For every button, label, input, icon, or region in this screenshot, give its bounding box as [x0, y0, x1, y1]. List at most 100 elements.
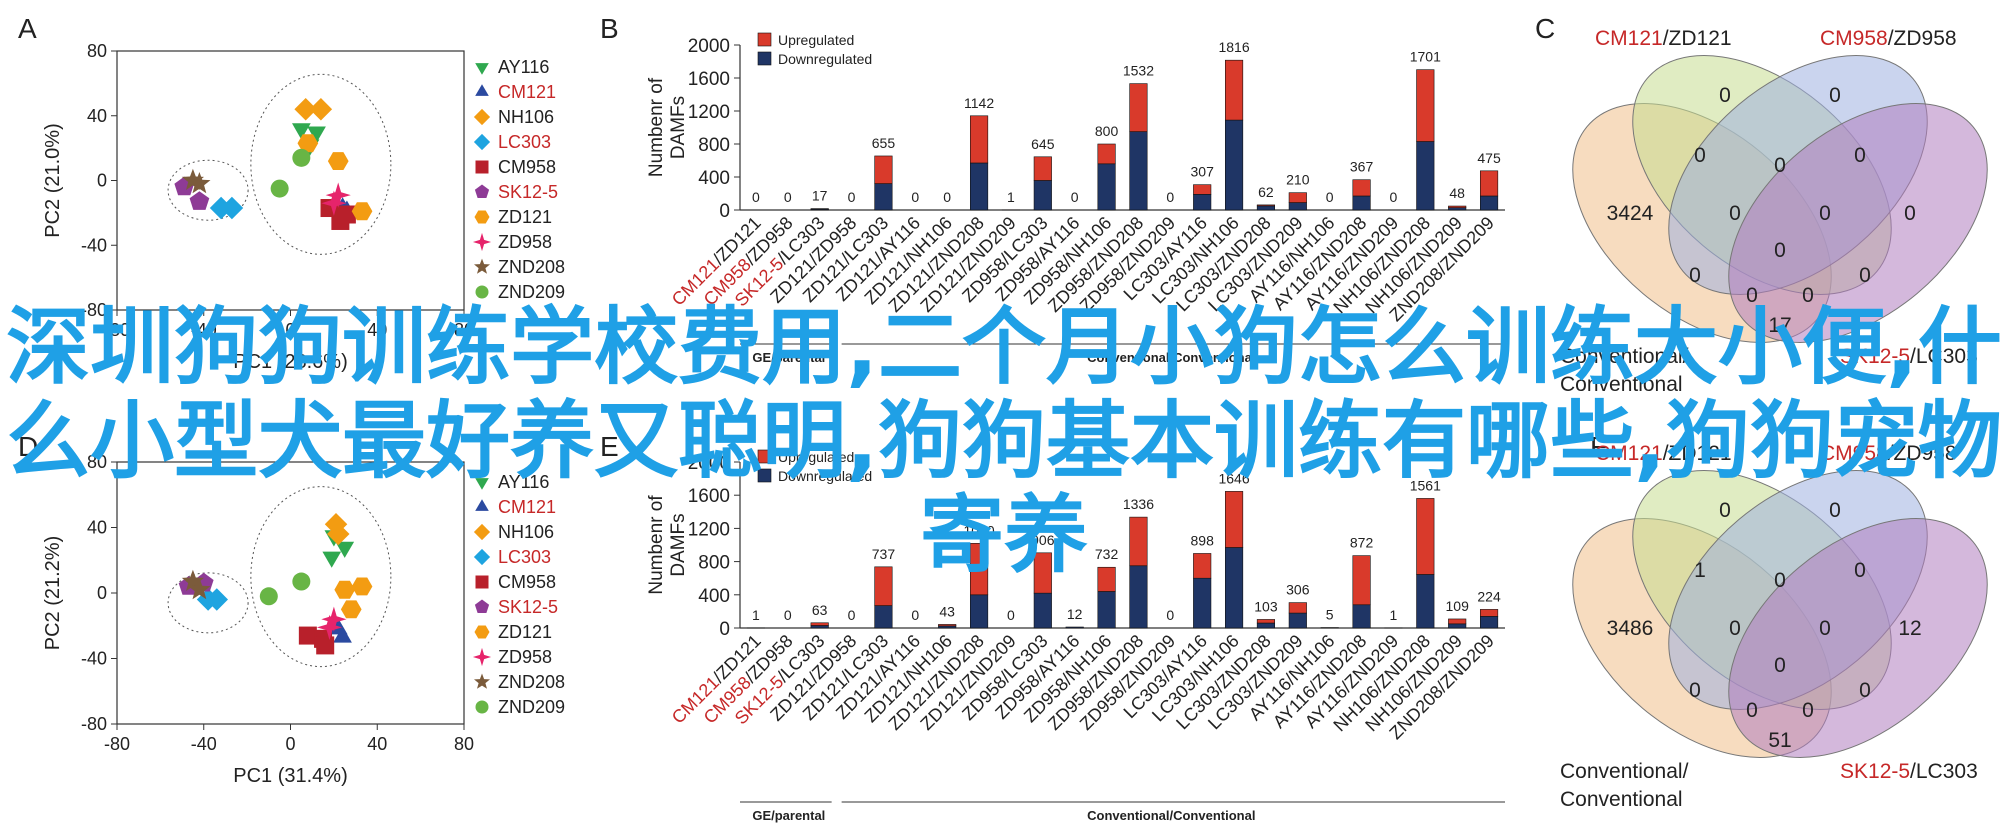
y-tick-label: 1200: [688, 102, 730, 123]
cluster-ellipse: [250, 486, 392, 668]
bar-total-label: 0: [943, 189, 951, 205]
bar-upregulated: [1416, 69, 1435, 142]
point-lc303: [205, 588, 228, 611]
x-tick-label: -80: [104, 320, 130, 340]
venn-count: 0: [1694, 144, 1706, 167]
bar-total-label: 0: [1007, 607, 1015, 623]
legend-marker-cm958: [475, 575, 489, 589]
bar-downregulated: [1193, 194, 1212, 211]
legend-marker-zd958: [472, 232, 492, 252]
legend-swatch-upregulated: [757, 32, 772, 47]
bar-upregulated: [1416, 498, 1435, 575]
point-ay116: [307, 126, 326, 143]
bar-total-label: 1: [752, 607, 760, 623]
bar-total-label: 475: [1477, 150, 1501, 166]
point-zd121: [327, 152, 349, 170]
y-axis-label: Numbenr of: [646, 77, 667, 177]
bar-upregulated: [1448, 618, 1467, 625]
legend-label-sk12-5: SK12-5: [498, 182, 558, 202]
venn-set-label: Conventional/: [1560, 760, 1689, 783]
y-tick-label: 1600: [688, 486, 730, 507]
bar-upregulated: [969, 543, 989, 596]
venn-set-label: Conventional/: [1560, 345, 1689, 368]
panel-letter-a: A: [18, 13, 37, 44]
bar-upregulated: [1479, 609, 1499, 617]
venn-label-part: /LC303: [1910, 345, 1978, 368]
venn-label-part: SK12-5: [1840, 760, 1910, 783]
bar-total-label: 800: [1095, 123, 1119, 139]
bar-downregulated: [1129, 131, 1148, 211]
bar-downregulated: [874, 183, 893, 211]
bar-downregulated: [1479, 195, 1499, 211]
bar-total-label: 367: [1350, 159, 1374, 175]
venn-set-ellipse: [1728, 103, 1988, 343]
bar-upregulated: [969, 115, 989, 164]
bar-total-label: 43: [939, 603, 955, 619]
legend-swatch-downregulated: [757, 468, 772, 483]
bar-total-label: 210: [1286, 172, 1310, 188]
point-znd209: [292, 572, 311, 591]
legend-marker-znd209: [475, 285, 489, 299]
bar-upregulated: [1033, 156, 1052, 181]
legend-label-zd121: ZD121: [498, 622, 552, 642]
venn-count: 0: [1802, 699, 1814, 722]
y-axis-label-2: DAMFs: [668, 513, 689, 576]
bar-total-label: 1646: [1218, 470, 1249, 486]
y-tick-label: 800: [698, 553, 730, 574]
x-axis-label: PC1 (28.6%): [233, 351, 348, 373]
bar-upregulated: [1288, 192, 1307, 203]
venn-count: 0: [1854, 144, 1866, 167]
y-tick-label: 0: [719, 619, 730, 640]
legend-label-upregulated: Upregulated: [778, 32, 854, 48]
bar-total-label: 12: [1067, 606, 1083, 622]
cluster-ellipse: [167, 572, 249, 634]
bar-downregulated: [969, 594, 989, 629]
y-axis-label: PC2 (21.0%): [42, 123, 64, 238]
legend-marker-zd121: [474, 625, 490, 639]
point-nh106: [294, 98, 317, 121]
point-nh106: [327, 522, 350, 546]
legend-marker-nh106: [473, 108, 491, 126]
venn-count: 0: [1854, 559, 1866, 582]
panel-letter-c: C: [1535, 13, 1555, 44]
venn-count: 0: [1774, 569, 1786, 592]
bar-downregulated: [874, 605, 893, 629]
bar-downregulated: [1416, 574, 1435, 629]
point-znd209: [259, 587, 278, 606]
y-tick-label: 80: [87, 41, 107, 61]
group-label-ge-parental: GE/parental: [752, 808, 825, 823]
bar-upregulated: [1352, 179, 1371, 197]
bar-upregulated: [1097, 143, 1116, 165]
legend-label-cm958: CM958: [498, 572, 556, 592]
y-tick-label: 800: [698, 135, 730, 156]
bar-upregulated: [1256, 619, 1276, 624]
venn-count: 0: [1859, 264, 1871, 287]
x-tick-label: -40: [191, 734, 217, 754]
pca-panel-a: A -80 -40 0 40 80 -80 -40 0 40 80 PC1 (28.6%) PC2 (2…: [18, 13, 565, 373]
bar-total-label: 1701: [1410, 49, 1441, 65]
point-lc303: [220, 196, 244, 220]
point-znd208: [188, 578, 211, 600]
legend-label-znd208: ZND208: [498, 257, 565, 277]
bar-downregulated: [1097, 163, 1116, 211]
bar-upregulated: [810, 622, 829, 626]
bar-downregulated: [1224, 119, 1244, 211]
venn-label-part: CM121: [1595, 442, 1663, 465]
x-tick-label: 0: [285, 734, 295, 754]
bar-total-label: 1532: [1123, 63, 1154, 79]
point-znd208: [181, 569, 204, 591]
bar-total-label: 0: [911, 607, 919, 623]
bar-downregulated: [810, 625, 829, 629]
point-zd958: [321, 190, 347, 216]
venn-count: 0: [1829, 84, 1841, 107]
venn-count: 0: [1689, 264, 1701, 287]
bar-downregulated: [938, 625, 957, 629]
venn-count: 0: [1719, 84, 1731, 107]
legend-label-cm121: CM121: [498, 497, 556, 517]
legend-label-downregulated: Downregulated: [778, 51, 872, 67]
venn-label-part: Conventional: [1560, 788, 1683, 811]
venn-count: 17: [1768, 314, 1791, 337]
bar-downregulated: [1033, 592, 1052, 629]
venn-count: 0: [1774, 654, 1786, 677]
x-tick-label: 40: [367, 734, 387, 754]
